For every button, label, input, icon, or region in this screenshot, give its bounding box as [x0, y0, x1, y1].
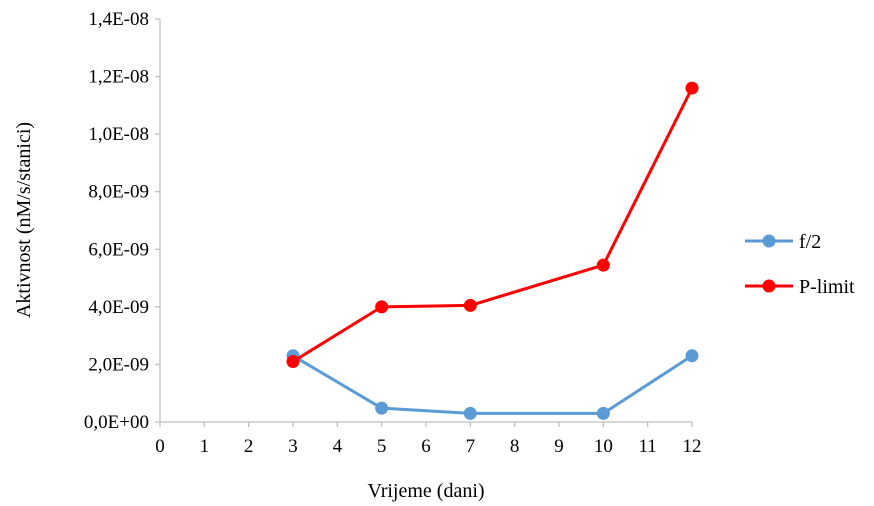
x-tick-label: 0: [155, 436, 165, 457]
x-tick-label: 6: [421, 436, 431, 457]
x-tick-labels: 0 1 2 3 4 5 6 7 8 9 10 11 12: [155, 422, 702, 457]
data-point: [286, 355, 300, 369]
y-axis: 0,0E+00 2,0E-09 4,0E-09 6,0E-09 8,0E-09 1,0E-…: [84, 9, 161, 433]
y-tick-labels: 0,0E+00 2,0E-09 4,0E-09 6,0E-09 8,0E-09 1,0E-…: [84, 9, 160, 433]
y-tick-label: 4,0E-09: [88, 297, 149, 318]
x-axis-title: Vrijeme (dani): [367, 480, 484, 502]
series-1: [286, 349, 699, 420]
y-tick-label: 1,0E-08: [88, 124, 149, 145]
series-2: [286, 81, 699, 369]
data-point: [463, 298, 477, 312]
legend-marker: [762, 279, 776, 293]
x-tick-label: 1: [200, 436, 210, 457]
data-point: [685, 81, 699, 95]
x-tick-label: 7: [466, 436, 476, 457]
y-tick-label: 0,0E+00: [84, 412, 149, 433]
y-tick-label: 1,2E-08: [88, 67, 149, 88]
series-line: [292, 354, 693, 415]
legend-label: f/2: [799, 231, 821, 253]
y-tick-label: 8,0E-09: [88, 182, 149, 203]
x-tick-label: 12: [683, 436, 702, 457]
x-tick-label: 9: [554, 436, 564, 457]
series-line: [292, 87, 694, 363]
data-point: [685, 349, 699, 363]
x-tick-label: 3: [288, 436, 298, 457]
legend-item: f/2: [745, 231, 821, 253]
legend-label: P-limit: [799, 276, 855, 298]
y-tick-label: 6,0E-09: [88, 239, 149, 260]
series-layer: [286, 81, 699, 420]
x-tick-label: 2: [244, 436, 254, 457]
x-tick-label: 8: [510, 436, 520, 457]
x-tick-label: 4: [333, 436, 343, 457]
x-axis: 0 1 2 3 4 5 6 7 8 9 10 11 12: [155, 421, 702, 457]
y-axis-title: Aktivnost (nM/s/stanici): [13, 122, 35, 318]
data-point: [596, 406, 610, 420]
x-tick-label: 10: [594, 436, 613, 457]
y-tick-label: 1,4E-08: [88, 9, 149, 30]
data-point: [463, 406, 477, 420]
legend-item: P-limit: [745, 276, 855, 298]
data-point: [596, 258, 610, 272]
legend: f/2 P-limit: [745, 231, 855, 298]
x-tick-label: 5: [377, 436, 387, 457]
y-tick-label: 2,0E-09: [88, 354, 149, 375]
legend-marker: [762, 234, 776, 248]
x-tick-label: 11: [639, 436, 657, 457]
data-point: [375, 401, 389, 415]
data-point: [375, 300, 389, 314]
